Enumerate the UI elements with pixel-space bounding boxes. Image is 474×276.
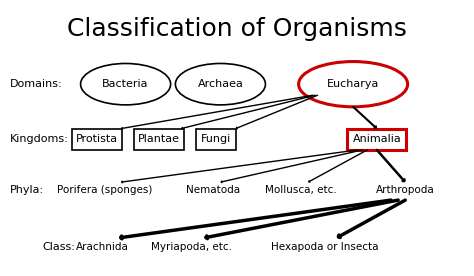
Text: Protista: Protista: [76, 134, 118, 144]
Text: Nematoda: Nematoda: [186, 185, 240, 195]
Text: Kingdoms:: Kingdoms:: [9, 134, 68, 144]
Text: Arachnida: Arachnida: [75, 242, 128, 252]
Text: Archaea: Archaea: [198, 79, 243, 89]
Text: Class:: Class:: [43, 242, 75, 252]
Text: Fungi: Fungi: [201, 134, 231, 144]
Text: Phyla:: Phyla:: [9, 185, 44, 195]
Text: Bacteria: Bacteria: [102, 79, 149, 89]
Text: Mollusca, etc.: Mollusca, etc.: [265, 185, 337, 195]
Text: Plantae: Plantae: [138, 134, 180, 144]
Text: Myriapoda, etc.: Myriapoda, etc.: [152, 242, 232, 252]
Text: Animalia: Animalia: [353, 134, 401, 144]
Text: Hexapoda or Insecta: Hexapoda or Insecta: [271, 242, 378, 252]
Text: Arthropoda: Arthropoda: [376, 185, 435, 195]
Text: Eucharya: Eucharya: [327, 79, 379, 89]
Text: Porifera (sponges): Porifera (sponges): [56, 185, 152, 195]
Text: Classification of Organisms: Classification of Organisms: [67, 17, 407, 41]
Text: Domains:: Domains:: [9, 79, 62, 89]
